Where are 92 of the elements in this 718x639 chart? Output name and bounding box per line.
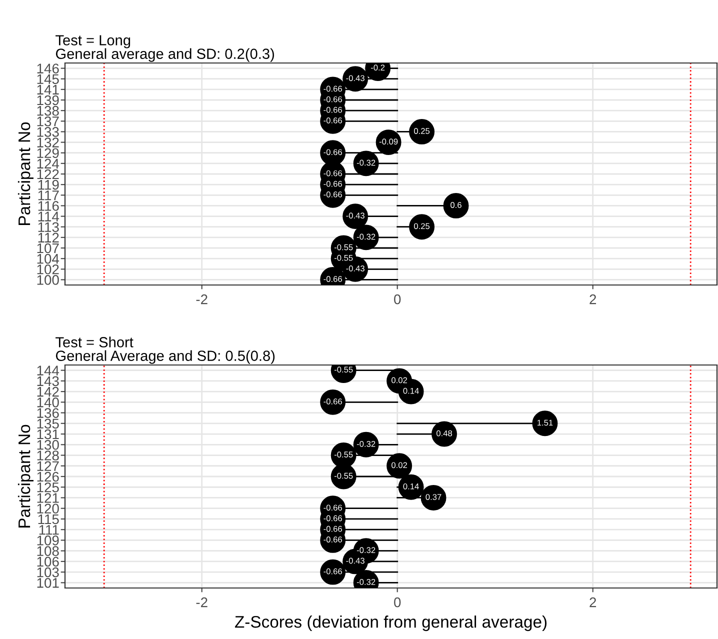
data-label: -0.32: [356, 160, 376, 166]
data-label: 0.02: [392, 377, 407, 384]
y-tick-label: 127: [37, 461, 59, 471]
data-label: -0.43: [346, 212, 364, 219]
y-tick-label: 135: [37, 418, 59, 429]
y-tick-label: 112: [38, 232, 59, 242]
y-tick-label: 121: [37, 493, 59, 503]
x-tick-label: -2: [196, 597, 208, 608]
data-label: 1.51: [537, 420, 553, 426]
y-tick-label: 124: [37, 158, 60, 168]
y-tick-label: 133: [37, 127, 59, 137]
y-tick-label: 102: [37, 264, 59, 274]
y-tick-label: 136: [37, 408, 59, 418]
y-tick-label: 143: [37, 376, 59, 386]
data-label: -0.66: [324, 398, 342, 404]
data-label: 0.6: [450, 202, 462, 208]
data-label: 0.37: [426, 494, 442, 500]
y-tick-label: 144: [37, 366, 60, 376]
x-axis-title: Z-Scores (deviation from general average): [234, 616, 547, 632]
y-tick-label: 141: [37, 84, 59, 94]
data-label: -0.66: [324, 504, 342, 511]
y-tick-label: 128: [37, 450, 59, 460]
data-label: -0.66: [324, 526, 342, 532]
y-tick-label: 146: [37, 64, 59, 74]
data-label: -0.55: [334, 452, 353, 458]
y-tick-label: 140: [37, 398, 59, 408]
data-label: 0.48: [436, 430, 452, 436]
y-tick-label: 131: [37, 429, 59, 440]
y-tick-label: 139: [37, 95, 59, 106]
x-tick-label: 0: [394, 597, 401, 608]
y-tick-label: 103: [37, 567, 59, 578]
data-label: -0.66: [324, 191, 342, 198]
chart-subtitle: General average and SD: 0.2(0.3): [56, 48, 274, 62]
chart-title: Test = Long: [56, 35, 130, 48]
data-label: -0.66: [324, 117, 342, 124]
x-tick-label: -2: [196, 294, 208, 304]
y-tick-label: 106: [37, 556, 59, 567]
y-tick-label: 109: [37, 536, 59, 546]
data-label: -0.66: [324, 149, 342, 156]
y-tick-label: 145: [37, 74, 59, 84]
y-tick-label: 107: [37, 243, 59, 254]
data-label: -0.66: [324, 96, 342, 102]
y-tick-label: 117: [38, 190, 59, 200]
data-label: -0.66: [324, 536, 342, 542]
data-label: 0.14: [403, 483, 419, 490]
data-label: 0.25: [414, 223, 430, 230]
y-tick-label: 138: [37, 106, 59, 116]
x-tick-label: 0: [394, 294, 401, 304]
y-tick-label: 108: [37, 546, 59, 556]
y-tick-label: 104: [37, 254, 60, 264]
data-label: -0.32: [356, 547, 376, 554]
chart-title: Test = Short: [56, 336, 134, 348]
y-tick-label: 129: [37, 148, 59, 158]
y-tick-label: 115: [38, 514, 59, 524]
data-label: 0.14: [403, 388, 419, 394]
data-label: -0.43: [346, 75, 364, 82]
x-tick-label: 2: [590, 597, 596, 608]
y-tick-label: 132: [37, 138, 59, 148]
y-tick-label: 114: [38, 212, 60, 222]
y-tick-label: 126: [37, 472, 59, 482]
data-label: 0.02: [392, 462, 407, 468]
y-axis-title: Participant No: [18, 122, 34, 225]
data-label: 0.25: [414, 128, 430, 134]
y-tick-label: 130: [37, 440, 59, 450]
data-label: -0.66: [324, 86, 342, 92]
data-label: -0.32: [356, 234, 376, 240]
data-label: -0.66: [324, 515, 342, 522]
data-label: -0.66: [324, 106, 342, 113]
y-tick-label: 119: [38, 180, 59, 190]
y-tick-label: 111: [39, 525, 59, 535]
y-tick-label: 100: [37, 275, 59, 285]
y-tick-label: 122: [37, 169, 59, 180]
y-tick-label: 101: [37, 578, 59, 588]
data-label: -0.43: [346, 558, 364, 564]
x-tick-label: 2: [590, 294, 596, 304]
data-label: -0.66: [324, 180, 342, 187]
y-tick-label: 137: [37, 116, 59, 126]
y-tick-label: 113: [38, 222, 59, 232]
data-label: -0.09: [379, 138, 398, 145]
y-axis-title: Participant No: [18, 424, 34, 528]
chart-subtitle: General Average and SD: 0.5(0.8): [56, 350, 275, 364]
y-tick-label: 116: [38, 201, 59, 211]
data-label: -0.66: [324, 170, 342, 176]
data-label: -0.43: [346, 265, 364, 272]
data-label: -0.55: [334, 244, 353, 250]
y-tick-label: 125: [37, 482, 59, 492]
data-label: -0.66: [324, 568, 342, 574]
data-label: -0.32: [356, 440, 376, 447]
data-label: -0.55: [334, 472, 353, 479]
y-tick-label: 142: [37, 386, 59, 397]
data-label: -0.55: [334, 254, 353, 261]
y-tick-label: 120: [37, 504, 59, 514]
